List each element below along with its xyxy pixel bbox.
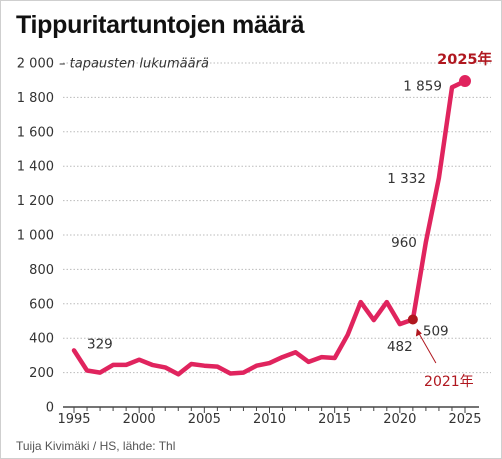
y-tick-label: 600 [29,297,54,312]
data-label: 509 [423,323,449,339]
x-tick-label: 2015 [318,412,351,427]
y-tick-label: 2 000 [17,57,54,72]
data-label: 1 859 [403,78,442,94]
y-tick-label: 1 000 [17,229,54,244]
x-tick-label: 2025 [448,412,481,427]
y-tick-label: 1 600 [17,125,54,140]
y-tick-label: 0 [46,401,54,416]
annotation-arrow-line [417,331,437,364]
data-label: 960 [391,235,417,251]
data-label: 329 [87,336,113,352]
y-tick-label: 800 [29,263,54,278]
y-tick-label: 200 [29,366,54,381]
x-tick-label: 2000 [123,412,156,427]
y-tick-label: 1 800 [17,91,54,106]
marker-2025 [459,75,471,88]
annotation-2025: 2025年 [437,50,492,68]
x-tick-label: 2005 [188,412,221,427]
y-axis-label: – tapausten lukumäärä [59,57,209,72]
y-tick-label: 1 400 [17,160,54,175]
source-credit: Tuija Kivimäki / HS, lähde: Thl [16,439,176,453]
series-line [71,78,468,377]
data-label: 1 332 [387,171,426,187]
x-tick-label: 1995 [57,412,90,427]
annotation-arrowhead [415,328,422,337]
chart-title: Tippuritartuntojen määrä [16,11,305,39]
y-tick-label: 1 200 [17,194,54,209]
x-tick-label: 2010 [253,412,286,427]
x-tick-label: 2020 [383,412,416,427]
annotation-2021: 2021年 [424,374,474,390]
data-label: 482 [387,339,413,355]
y-tick-label: 400 [29,332,54,347]
marker-2021 [407,314,418,325]
